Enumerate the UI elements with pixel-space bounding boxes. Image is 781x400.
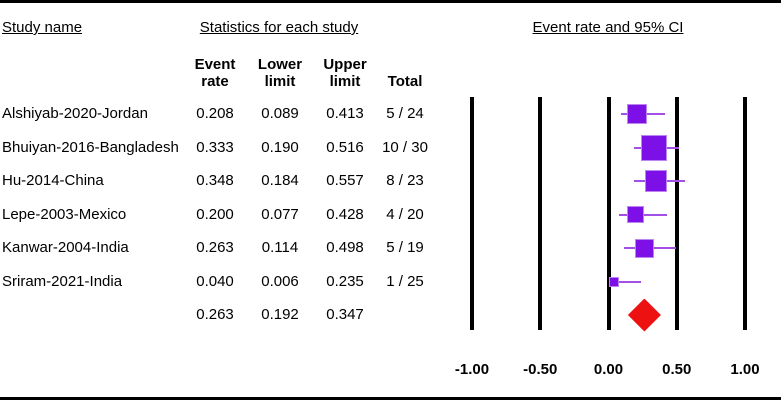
upper-limit-value: 0.516	[326, 138, 364, 156]
total-value: 8 / 23	[386, 172, 424, 189]
ci-line	[609, 280, 641, 283]
total-value: 5 / 24	[386, 105, 424, 122]
top-border	[0, 0, 781, 3]
summary-lower-limit-value: 0.192	[261, 306, 299, 323]
study-name-label: Hu-2014-China	[2, 172, 104, 189]
upper-limit-value: 0.557	[326, 172, 364, 189]
upper-limit-value: 0.498	[326, 239, 364, 256]
axis-tick-label: 0.50	[662, 361, 692, 378]
study-name-label: Lepe-2003-Mexico	[2, 205, 127, 223]
gridline	[674, 97, 679, 330]
axis-tick-label: 0.00	[593, 361, 624, 378]
event-rate-value: 0.208	[196, 105, 234, 122]
summary-diamond	[627, 298, 661, 332]
axis-tick-label: -1.00	[454, 361, 490, 378]
column-header-upper-limit: Upper limit	[323, 56, 367, 90]
event-rate-value: 0.200	[196, 205, 234, 223]
lower-limit-value: 0.089	[261, 105, 299, 122]
lower-limit-value: 0.114	[261, 239, 299, 256]
column-header-statistics: Statistics for each study	[199, 19, 359, 36]
gridline	[470, 97, 474, 330]
lower-limit-value: 0.077	[261, 205, 299, 223]
total-value: 4 / 20	[386, 205, 424, 223]
effect-size-square	[640, 134, 667, 161]
study-name-label: Kanwar-2004-India	[2, 239, 129, 256]
event-rate-value: 0.348	[196, 172, 234, 189]
axis-tick-label: -0.50	[523, 361, 558, 378]
lower-limit-value: 0.006	[261, 272, 299, 290]
total-value: 1 / 25	[386, 272, 424, 290]
event-rate-value: 0.333	[196, 138, 234, 156]
column-header-study-name: Study name	[2, 19, 83, 36]
axis-tick-label: 1.00	[730, 361, 760, 378]
gridline	[538, 97, 543, 330]
effect-size-square	[626, 104, 647, 124]
gridline	[606, 97, 611, 330]
column-header-total: Total	[387, 73, 423, 90]
effect-size-square	[645, 170, 667, 192]
event-rate-value: 0.040	[196, 272, 234, 290]
effect-size-square	[608, 276, 619, 287]
lower-limit-value: 0.190	[261, 138, 299, 156]
column-header-lower-limit: Lower limit	[257, 56, 303, 90]
gridline	[743, 97, 747, 330]
effect-size-square	[627, 206, 645, 223]
study-name-label: Bhuiyan-2016-Bangladesh	[2, 138, 179, 156]
upper-limit-value: 0.413	[326, 105, 364, 122]
study-name-label: Sriram-2021-India	[2, 272, 123, 290]
column-header-event-rate: Event rate	[194, 56, 236, 90]
column-header-plot: Event rate and 95% CI	[532, 19, 684, 36]
total-value: 10 / 30	[382, 138, 428, 156]
bottom-border	[0, 397, 781, 400]
lower-limit-value: 0.184	[261, 172, 299, 189]
upper-limit-value: 0.235	[326, 272, 364, 290]
event-rate-value: 0.263	[196, 239, 234, 256]
upper-limit-value: 0.428	[326, 205, 364, 223]
summary-upper-limit-value: 0.347	[326, 306, 364, 323]
study-name-label: Alshiyab-2020-Jordan	[2, 105, 148, 122]
effect-size-square	[634, 238, 654, 258]
summary-event-rate-value: 0.263	[196, 306, 234, 323]
total-value: 5 / 19	[386, 239, 424, 256]
